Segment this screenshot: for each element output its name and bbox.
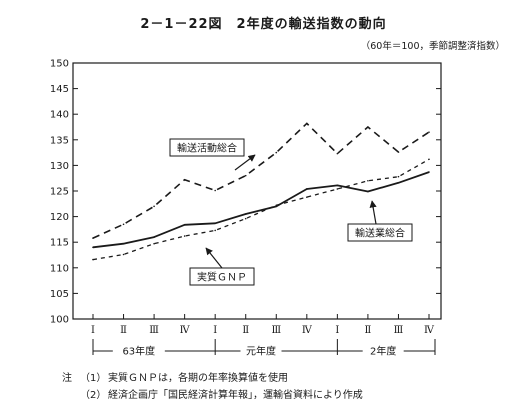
x-tick-label: Ⅱ — [242, 325, 249, 336]
data-point — [214, 222, 216, 225]
y-tick-label: 100 — [50, 315, 69, 326]
year-group-label: 63年度 — [122, 345, 155, 358]
data-point — [336, 152, 339, 155]
y-tick-label: 105 — [50, 289, 69, 300]
data-point — [397, 175, 400, 178]
year-group-label-bg — [240, 344, 282, 358]
series-label-box — [169, 138, 245, 157]
data-point — [336, 188, 339, 190]
plot-frame — [72, 62, 442, 320]
footnote-number: （2） — [80, 390, 107, 401]
y-tick-label: 130 — [50, 161, 69, 172]
x-tick-label: Ⅱ — [120, 325, 127, 336]
x-tick-label: Ⅲ — [271, 325, 281, 336]
series-label: 実質ＧＮＰ — [197, 271, 247, 284]
y-tick-label: 140 — [50, 110, 69, 121]
data-point — [153, 236, 155, 238]
y-tick-label: 115 — [50, 238, 69, 249]
data-point — [92, 246, 94, 249]
series-label: 輸送活動総合 — [177, 142, 237, 155]
footnote-head: 注 — [62, 373, 72, 384]
y-tick-label: 110 — [50, 263, 69, 274]
data-point — [275, 204, 278, 207]
data-point — [428, 158, 430, 161]
series-line-2 — [92, 171, 430, 249]
y-tick-label: 150 — [50, 59, 69, 70]
data-point — [397, 151, 400, 153]
x-tick-label: Ⅰ — [91, 325, 95, 336]
data-point — [397, 182, 400, 184]
year-group-label: 元年度 — [246, 345, 276, 358]
data-point — [183, 178, 186, 181]
data-point — [367, 190, 369, 193]
chart-subtitle: （60年＝100，季節調整済指数） — [360, 41, 505, 52]
data-point — [153, 205, 155, 208]
data-point — [122, 253, 125, 256]
footnote-number: （1） — [80, 373, 107, 384]
footnotes: 注 （1） 実質ＧＮＰは，各期の年率換算値を使用 （2） 経済企画庁「国民経済計算年報… — [62, 370, 363, 404]
x-tick-label: Ⅳ — [180, 325, 191, 336]
data-point — [244, 217, 247, 220]
series-label: 輸送業総合 — [355, 227, 405, 240]
x-tick-label: Ⅱ — [365, 325, 372, 336]
y-tick-label: 125 — [50, 187, 69, 198]
series-label-arrow — [369, 200, 377, 225]
series-label-arrow — [205, 247, 223, 269]
series-label-box — [347, 223, 413, 242]
series-line-3 — [92, 158, 430, 261]
data-point — [92, 258, 94, 261]
data-point — [306, 122, 308, 125]
series-label-arrow — [234, 154, 256, 171]
year-group-label: 2年度 — [370, 345, 396, 358]
data-point — [367, 179, 369, 182]
chart-title: 2－1－22図 2年度の輸送指数の動向 — [140, 17, 387, 32]
footnote-text: 経済企画庁「国民経済計算年報」，運輸省資料により作成 — [108, 390, 363, 401]
data-point — [122, 223, 125, 226]
y-tick-label: 120 — [50, 212, 69, 223]
data-point — [244, 213, 247, 215]
year-group-label-bg — [362, 344, 404, 358]
data-point — [428, 131, 430, 133]
data-point — [336, 184, 339, 187]
x-tick-label: Ⅳ — [424, 325, 435, 336]
footnote-text: 実質ＧＮＰは，各期の年率換算値を使用 — [108, 373, 288, 384]
data-point — [122, 242, 125, 245]
x-tick-label: Ⅲ — [149, 325, 159, 336]
y-tick-label: 145 — [50, 84, 69, 95]
series-line-1 — [92, 122, 430, 239]
footnote-1: 注 （1） 実質ＧＮＰは，各期の年率換算値を使用 — [62, 370, 363, 387]
data-point — [214, 189, 216, 192]
data-point — [183, 235, 186, 237]
x-tick-label: Ⅳ — [302, 325, 313, 336]
x-tick-label: Ⅰ — [335, 325, 339, 336]
data-point — [306, 188, 308, 190]
year-group-label-bg — [112, 344, 165, 358]
data-point — [183, 223, 186, 226]
data-point — [214, 229, 216, 232]
x-tick-label: Ⅲ — [394, 325, 404, 336]
footnote-2: （2） 経済企画庁「国民経済計算年報」，運輸省資料により作成 — [62, 387, 363, 404]
line-chart: 100 105 110 115 120 125 130 135 140 145 150 Ⅰ Ⅱ Ⅲ Ⅳ Ⅰ Ⅱ Ⅲ… — [50, 59, 442, 358]
x-tick-label: Ⅰ — [213, 325, 217, 336]
data-point — [275, 151, 278, 154]
data-point — [153, 242, 155, 245]
data-point — [92, 237, 94, 239]
data-point — [428, 171, 430, 173]
data-point — [306, 196, 308, 198]
data-point — [367, 126, 369, 128]
y-tick-label: 135 — [50, 135, 69, 146]
data-point — [244, 174, 247, 177]
